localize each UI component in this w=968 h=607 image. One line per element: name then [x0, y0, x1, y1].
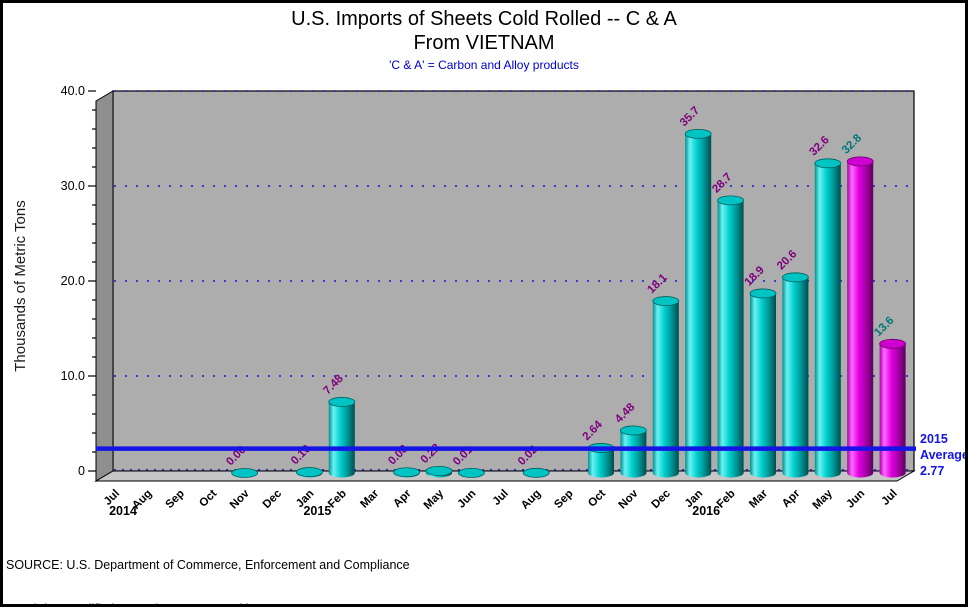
x-year-label: 2015	[303, 504, 331, 518]
imports-bar-chart: 010.020.030.040.00.00 0.107.480.08 0.22 0.0…	[12, 84, 968, 518]
x-month-label: Oct	[586, 488, 608, 510]
bar-top	[231, 468, 259, 478]
bar-top	[522, 467, 550, 478]
x-month-label: Jul	[491, 488, 511, 508]
bar	[750, 293, 776, 473]
x-month-label: May	[422, 487, 447, 512]
average-label: 2.77	[920, 464, 944, 478]
x-month-label: Mar	[358, 487, 381, 510]
x-month-label: Sep	[552, 488, 575, 511]
x-month-label: Sep	[164, 488, 187, 511]
bar	[652, 301, 679, 473]
bar-top	[749, 288, 777, 299]
x-month-label: Nov	[617, 487, 641, 511]
bar-top	[425, 466, 453, 476]
y-axis-title: Thousands of Metric Tons	[12, 200, 29, 371]
bar	[879, 343, 906, 473]
bar-top	[846, 156, 874, 167]
bar-top	[295, 467, 323, 477]
x-month-label: Aug	[519, 488, 543, 512]
bar-top	[393, 467, 421, 478]
bar-top	[652, 296, 680, 306]
footer-line-modified: Graph last modified on : July 6, 2016 wi…	[6, 602, 965, 604]
bar-top	[782, 272, 809, 283]
bar	[620, 430, 647, 473]
average-label: Average	[920, 448, 968, 462]
y-tick-label: 10.0	[61, 369, 85, 383]
y-tick-label: 20.0	[61, 274, 85, 288]
bar-top	[879, 338, 906, 349]
footer-notes: SOURCE: U.S. Department of Commerce, Enf…	[6, 529, 965, 604]
bar	[814, 163, 841, 474]
bar	[847, 161, 874, 473]
chart-note: 'C & A' = Carbon and Alloy products	[389, 58, 579, 73]
y-tick-label: 30.0	[61, 179, 85, 193]
x-month-label: Apr	[391, 487, 414, 510]
x-month-label: Apr	[780, 487, 803, 510]
bar-top	[620, 425, 647, 436]
x-month-label: Jul	[879, 488, 899, 508]
chart-title: U.S. Imports of Sheets Cold Rolled -- C …	[291, 8, 677, 30]
x-month-label: Dec	[650, 487, 674, 511]
bar-top	[684, 128, 712, 139]
x-month-label: Dec	[261, 487, 285, 511]
bar-top	[457, 468, 485, 478]
x-year-label: 2016	[692, 504, 720, 518]
title-block: U.S. Imports of Sheets Cold Rolled -- C …	[3, 8, 965, 72]
chart-subtitle: From VIETNAM	[413, 31, 555, 54]
bar	[328, 401, 355, 473]
bar-top	[717, 195, 744, 206]
bar	[717, 200, 744, 473]
x-month-label: May	[811, 487, 836, 512]
bar	[685, 133, 712, 473]
y-tick-label: 0	[78, 464, 85, 478]
bar-top	[328, 397, 356, 407]
x-year-label: 2014	[109, 504, 137, 518]
footer-line-source: SOURCE: U.S. Department of Commerce, Enf…	[6, 558, 410, 573]
bar-top	[814, 158, 842, 169]
y-tick-label: 40.0	[61, 84, 85, 98]
x-month-label: Jun	[456, 488, 479, 511]
x-month-label: Oct	[197, 488, 219, 510]
x-month-label: Mar	[747, 487, 770, 510]
plot-left-wall	[95, 90, 114, 482]
average-label: 2015	[920, 432, 948, 446]
x-month-label: Jun	[844, 488, 867, 511]
bar	[782, 277, 809, 473]
x-month-label: Nov	[228, 487, 252, 511]
